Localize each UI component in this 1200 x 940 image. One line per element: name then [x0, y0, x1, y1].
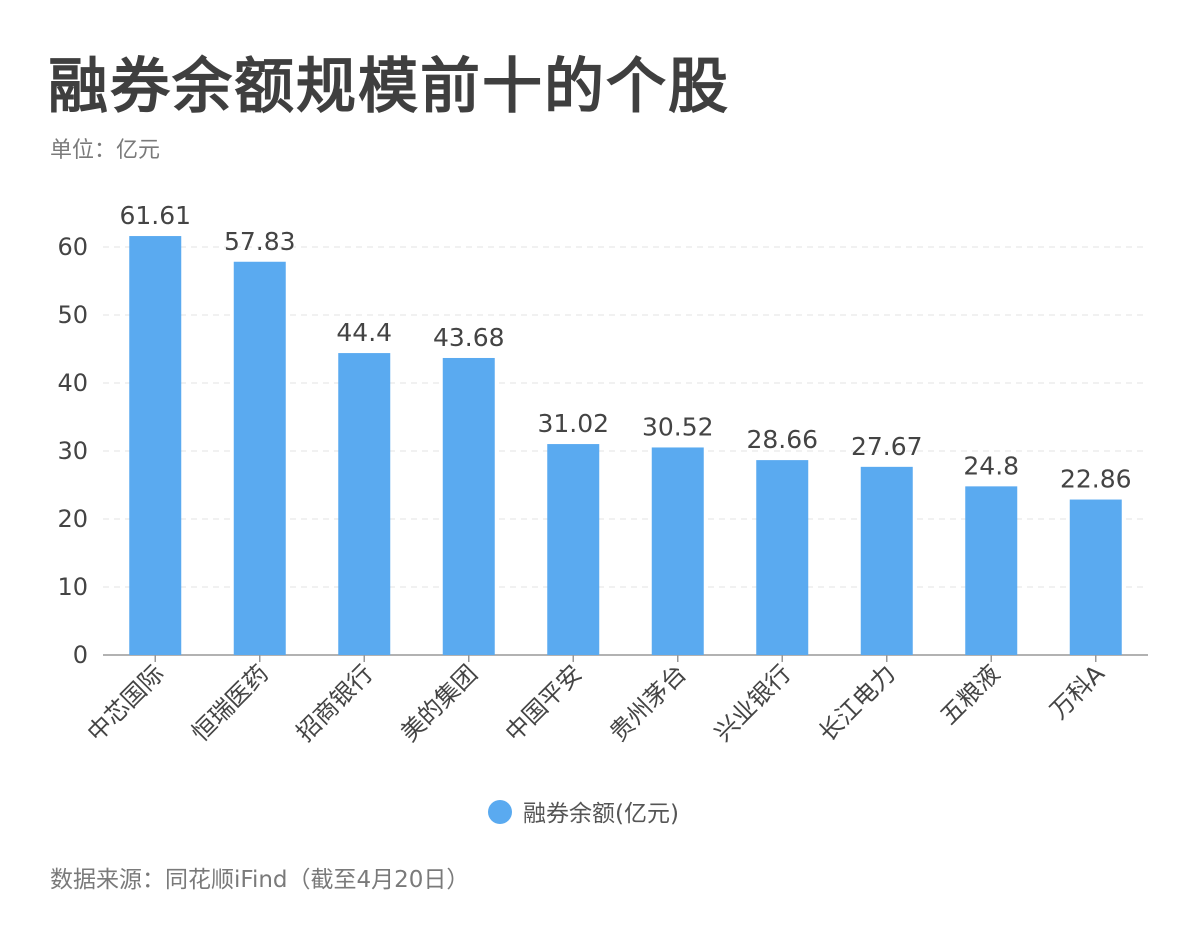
data-label: 22.86 [1060, 465, 1132, 494]
x-category-label: 恒瑞医药 [186, 659, 274, 747]
bar [860, 466, 913, 655]
data-label: 30.52 [642, 412, 714, 441]
data-label: 31.02 [537, 409, 609, 438]
legend-marker [488, 800, 512, 824]
y-tick-label: 50 [57, 301, 88, 329]
bar [233, 261, 286, 655]
y-tick-label: 10 [57, 573, 88, 601]
y-tick-label: 0 [73, 641, 88, 669]
bar [1069, 499, 1122, 655]
source-note: 数据来源：同花顺iFind（截至4月20日） [50, 867, 470, 893]
chart-title: 融券余额规模前十的个股 [48, 52, 730, 122]
y-tick-label: 20 [57, 505, 88, 533]
x-category-label: 万科A [1045, 659, 1111, 725]
x-category-label: 招商银行 [291, 659, 379, 747]
bar [651, 447, 704, 655]
bar [547, 444, 600, 655]
x-category-label: 中国平安 [500, 659, 588, 747]
x-category-label: 贵州茅台 [604, 659, 692, 747]
y-tick-label: 30 [57, 437, 88, 465]
bar [338, 353, 391, 655]
bar [756, 460, 809, 655]
x-category-label: 美的集团 [395, 659, 483, 747]
x-category-label: 五粮液 [935, 659, 1006, 730]
legend-label: 融券余额(亿元) [523, 801, 679, 827]
bar [965, 486, 1018, 655]
y-tick-label: 60 [57, 233, 88, 261]
data-label: 57.83 [224, 227, 296, 256]
data-label: 24.8 [963, 451, 1019, 480]
data-label: 61.61 [119, 201, 191, 230]
x-category-label: 长江电力 [813, 659, 901, 747]
x-category-label: 兴业银行 [709, 659, 797, 747]
unit-label: 单位：亿元 [50, 138, 161, 163]
data-label: 44.4 [336, 318, 392, 347]
x-category-label: 中芯国际 [82, 659, 170, 747]
data-label: 27.67 [851, 432, 923, 461]
data-label: 43.68 [433, 323, 505, 352]
y-tick-label: 40 [57, 369, 88, 397]
bar [442, 357, 495, 655]
data-label: 28.66 [746, 425, 818, 454]
bar [129, 236, 182, 655]
